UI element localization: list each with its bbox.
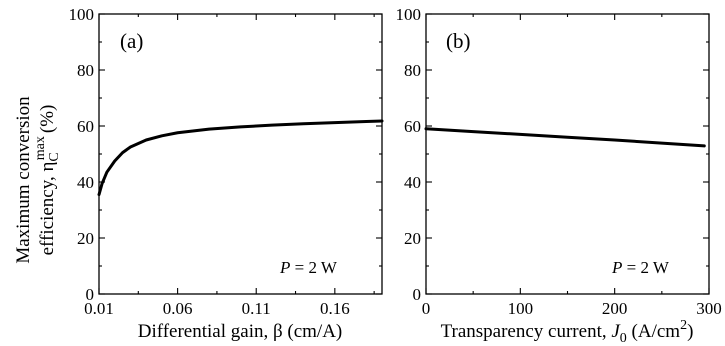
panel-b-x-tick-label: 300 xyxy=(696,299,722,318)
panel-a-x-tick-label: 0.11 xyxy=(242,299,271,318)
panel-a-annotation: P = 2 W xyxy=(279,258,338,277)
panel-b-ticks: 0 20 40 60 80 100 0 100 200 300 xyxy=(396,5,722,318)
panel-a-x-tick-label: 0.01 xyxy=(84,299,114,318)
panel-a-x-tick-label: 0.16 xyxy=(320,299,350,318)
panel-a-y-tick-label: 60 xyxy=(77,117,94,136)
panel-a-label: (a) xyxy=(120,29,143,53)
y-axis-label-line1: Maximum conversion xyxy=(13,96,34,264)
y-axis-label-line2: efficiency, ηCmax(%) xyxy=(33,105,62,256)
panel-a-y-tick-label: 40 xyxy=(77,173,94,192)
panel-b-series-line xyxy=(424,127,706,148)
panel-a-ticks: 0 20 40 60 80 100 0.01 0.06 0.11 0.16 xyxy=(69,5,382,318)
panel-b-y-tick-label: 80 xyxy=(404,61,421,80)
panel-a: 0 20 40 60 80 100 0.01 0.06 0.11 0.16 (a) P = 2 W… xyxy=(69,5,384,342)
panel-a-y-tick-label: 80 xyxy=(77,61,94,80)
panel-b-x-tick-label: 200 xyxy=(602,299,628,318)
panel-a-y-tick-label: 0 xyxy=(86,285,95,304)
y-axis-label: Maximum conversion efficiency, ηCmax(%) xyxy=(13,96,62,264)
panel-b-x-tick-label: 0 xyxy=(422,299,431,318)
panel-a-y-tick-label: 20 xyxy=(77,229,94,248)
panel-a-series-line xyxy=(97,119,384,197)
panel-b-y-tick-label: 0 xyxy=(413,285,422,304)
panel-b-label: (b) xyxy=(446,29,471,53)
panel-b-annotation: P = 2 W xyxy=(611,258,670,277)
panel-b-y-tick-label: 20 xyxy=(404,229,421,248)
panel-a-frame xyxy=(98,13,383,295)
panel-b-x-axis-label: Transparency current, J0 (A/cm2) xyxy=(441,318,694,346)
panel-a-x-axis-label: Differential gain, β (cm/A) xyxy=(138,321,343,342)
panel-b-y-tick-label: 100 xyxy=(396,5,422,24)
panel-a-y-tick-label: 100 xyxy=(69,5,95,24)
panel-b-y-tick-label: 60 xyxy=(404,117,421,136)
panel-b: 0 20 40 60 80 100 0 100 200 300 (b) P = 2 W Trans… xyxy=(396,5,722,346)
panel-a-x-tick-label: 0.06 xyxy=(163,299,193,318)
panel-b-y-tick-label: 40 xyxy=(404,173,421,192)
panel-b-x-tick-label: 100 xyxy=(508,299,534,318)
panel-b-frame xyxy=(425,13,710,295)
